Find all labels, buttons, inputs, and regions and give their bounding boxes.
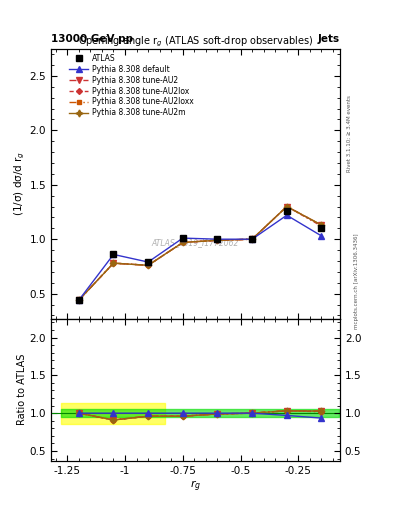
Pythia 8.308 tune-AU2 — [146, 262, 151, 268]
Title: Opening angle r$_g$ (ATLAS soft-drop observables): Opening angle r$_g$ (ATLAS soft-drop obs… — [78, 34, 313, 49]
Text: Jets: Jets — [318, 33, 340, 44]
Pythia 8.308 default — [180, 235, 185, 241]
Pythia 8.308 tune-AU2lox — [319, 223, 324, 229]
Pythia 8.308 tune-AU2 — [77, 297, 81, 303]
Pythia 8.308 tune-AU2loxx — [180, 240, 185, 246]
Pythia 8.308 tune-AU2 — [319, 222, 324, 228]
ATLAS — [77, 297, 81, 303]
Pythia 8.308 tune-AU2lox — [250, 236, 255, 242]
Pythia 8.308 tune-AU2loxx — [111, 260, 116, 266]
Pythia 8.308 default — [111, 251, 116, 258]
Pythia 8.308 tune-AU2lox — [215, 237, 220, 243]
ATLAS — [285, 208, 289, 214]
ATLAS — [319, 225, 324, 231]
Y-axis label: (1/σ) dσ/d r$_g$: (1/σ) dσ/d r$_g$ — [13, 151, 27, 216]
Pythia 8.308 default — [77, 297, 81, 303]
Pythia 8.308 tune-AU2m — [111, 260, 116, 266]
Legend: ATLAS, Pythia 8.308 default, Pythia 8.308 tune-AU2, Pythia 8.308 tune-AU2lox, Py: ATLAS, Pythia 8.308 default, Pythia 8.30… — [69, 54, 193, 117]
Text: mcplots.cern.ch [arXiv:1306.3436]: mcplots.cern.ch [arXiv:1306.3436] — [354, 234, 359, 329]
Line: Pythia 8.308 tune-AU2loxx: Pythia 8.308 tune-AU2loxx — [76, 204, 324, 303]
Pythia 8.308 tune-AU2lox — [77, 297, 81, 303]
Pythia 8.308 tune-AU2loxx — [319, 222, 324, 228]
Line: Pythia 8.308 tune-AU2m: Pythia 8.308 tune-AU2m — [75, 203, 325, 304]
ATLAS — [111, 251, 116, 258]
Pythia 8.308 tune-AU2loxx — [77, 297, 81, 303]
Pythia 8.308 tune-AU2m — [319, 222, 324, 228]
Pythia 8.308 tune-AU2loxx — [285, 203, 289, 209]
Pythia 8.308 tune-AU2 — [250, 236, 255, 242]
Pythia 8.308 tune-AU2 — [111, 260, 116, 266]
Pythia 8.308 tune-AU2lox — [285, 203, 289, 209]
Line: Pythia 8.308 tune-AU2: Pythia 8.308 tune-AU2 — [76, 204, 324, 303]
Pythia 8.308 tune-AU2loxx — [215, 237, 220, 243]
Pythia 8.308 tune-AU2m — [146, 262, 151, 268]
Line: Pythia 8.308 tune-AU2lox: Pythia 8.308 tune-AU2lox — [77, 204, 323, 302]
ATLAS — [180, 235, 185, 241]
Pythia 8.308 default — [319, 233, 324, 239]
Pythia 8.308 default — [285, 212, 289, 218]
X-axis label: r$_g$: r$_g$ — [190, 478, 201, 494]
Line: Pythia 8.308 default: Pythia 8.308 default — [76, 212, 324, 303]
Pythia 8.308 default — [215, 236, 220, 242]
Pythia 8.308 tune-AU2m — [285, 203, 289, 209]
Pythia 8.308 tune-AU2lox — [111, 260, 116, 266]
Text: ATLAS_2019_I1772062: ATLAS_2019_I1772062 — [152, 239, 239, 248]
Pythia 8.308 default — [146, 259, 151, 265]
ATLAS — [215, 236, 220, 242]
Text: Rivet 3.1.10; ≥ 3.4M events: Rivet 3.1.10; ≥ 3.4M events — [347, 95, 352, 172]
Pythia 8.308 tune-AU2loxx — [146, 262, 151, 268]
Pythia 8.308 tune-AU2m — [215, 237, 220, 243]
Pythia 8.308 tune-AU2loxx — [250, 236, 255, 242]
Text: 13000 GeV pp: 13000 GeV pp — [51, 33, 133, 44]
Y-axis label: Ratio to ATLAS: Ratio to ATLAS — [17, 354, 27, 425]
Pythia 8.308 tune-AU2m — [180, 240, 185, 246]
Pythia 8.308 tune-AU2 — [180, 240, 185, 246]
Pythia 8.308 tune-AU2 — [285, 203, 289, 209]
Pythia 8.308 tune-AU2 — [215, 237, 220, 243]
ATLAS — [146, 259, 151, 265]
Pythia 8.308 tune-AU2m — [250, 236, 255, 242]
Pythia 8.308 tune-AU2lox — [180, 240, 185, 246]
Pythia 8.308 tune-AU2m — [77, 297, 81, 303]
Pythia 8.308 default — [250, 236, 255, 242]
Pythia 8.308 tune-AU2lox — [146, 262, 151, 268]
Line: ATLAS: ATLAS — [76, 208, 325, 303]
ATLAS — [250, 236, 255, 242]
